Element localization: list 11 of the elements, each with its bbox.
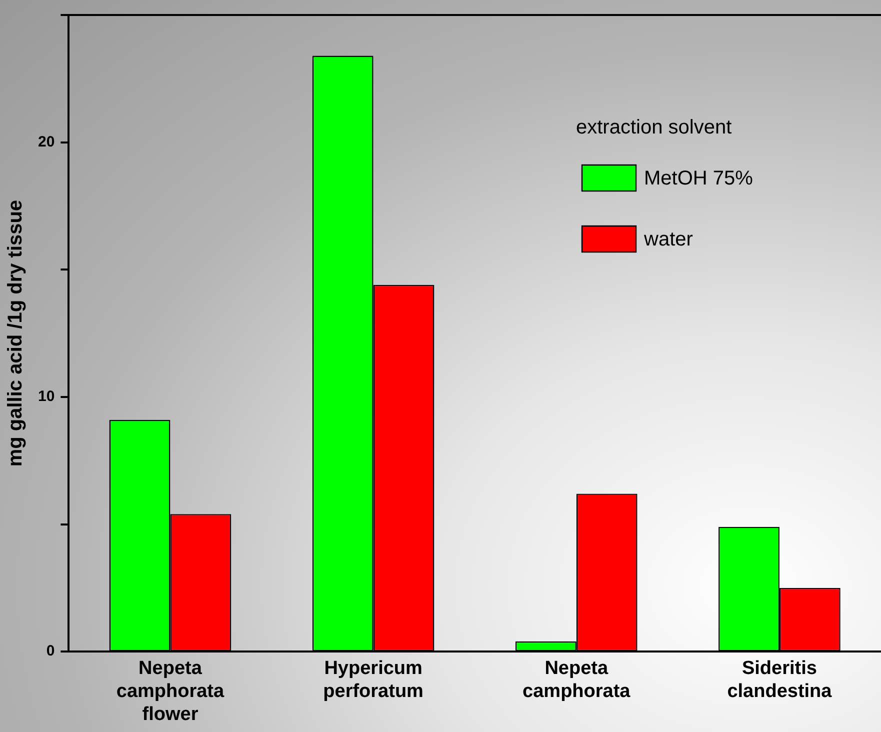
x-tick-label: Nepeta camphorata flower	[116, 658, 225, 725]
y-axis-title: mg gallic acid /1g dry tissue	[4, 200, 27, 467]
y-tick-label: 20	[38, 133, 55, 150]
x-tick-label: Hypericum perforatum	[323, 658, 424, 702]
y-tick-label: 10	[38, 388, 55, 406]
x-tick-label: Nepeta camphorata	[522, 658, 631, 702]
y-tick-label: 0	[46, 642, 55, 660]
legend-label: MetOH 75%	[644, 168, 754, 190]
x-tick-label: Sideritis clandestina	[727, 658, 832, 702]
legend-label: water	[643, 228, 694, 251]
legend-title: extraction solvent	[576, 116, 732, 139]
